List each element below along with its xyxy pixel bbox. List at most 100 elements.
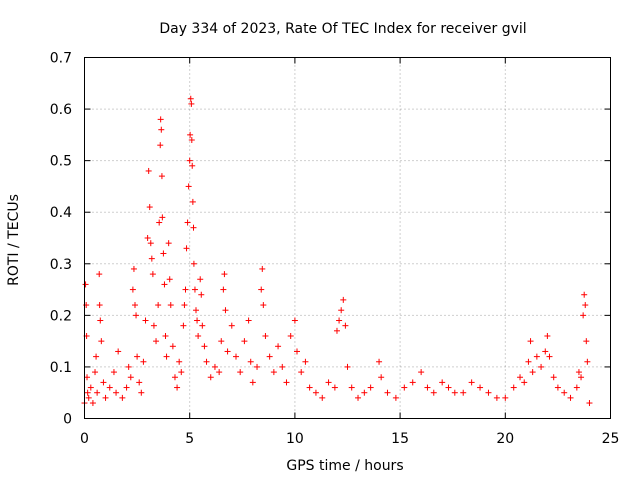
data-point: [342, 322, 349, 329]
data-point: [340, 296, 347, 303]
data-point: [171, 374, 178, 381]
data-point: [502, 394, 509, 401]
data-point: [338, 307, 345, 314]
y-tick-label: 0.3: [50, 257, 72, 273]
y-tick-labels: 0 0.1 0.2 0.3 0.4 0.5 0.6 0.7: [50, 51, 72, 428]
data-point: [460, 389, 467, 396]
data-point: [283, 379, 290, 386]
data-point: [162, 332, 169, 339]
data-point: [158, 126, 165, 133]
data-point: [167, 302, 174, 309]
y-tick-label: 0.1: [50, 360, 72, 376]
data-point: [302, 358, 309, 365]
data-point: [163, 353, 170, 360]
data-point: [331, 384, 338, 391]
data-point: [245, 317, 252, 324]
data-point: [298, 369, 305, 376]
data-point: [96, 302, 103, 309]
data-point: [98, 338, 105, 345]
data-point: [216, 369, 223, 376]
data-point: [138, 389, 145, 396]
data-point: [148, 255, 155, 262]
data-point: [191, 286, 198, 293]
data-point: [542, 348, 549, 355]
data-point: [575, 369, 582, 376]
data-point: [207, 374, 214, 381]
data-point: [129, 286, 136, 293]
data-point: [348, 384, 355, 391]
data-point: [544, 332, 551, 339]
data-point: [259, 265, 266, 272]
data-point: [188, 100, 195, 107]
data-point: [145, 167, 152, 174]
data-point: [159, 214, 166, 221]
data-point: [517, 374, 524, 381]
data-point: [287, 332, 294, 339]
y-tick-label: 0.7: [50, 51, 72, 67]
data-point: [181, 302, 188, 309]
data-point: [237, 369, 244, 376]
data-point: [199, 322, 206, 329]
data-point: [85, 394, 92, 401]
data-point: [409, 379, 416, 386]
data-point: [115, 348, 122, 355]
data-point: [228, 322, 235, 329]
data-point: [89, 400, 96, 407]
data-point: [578, 374, 585, 381]
data-point: [367, 384, 374, 391]
data-point: [189, 162, 196, 169]
data-point: [189, 198, 196, 205]
data-point: [521, 379, 528, 386]
data-point: [136, 379, 143, 386]
data-point: [477, 384, 484, 391]
data-point: [155, 302, 162, 309]
data-point: [130, 265, 137, 272]
data-point: [361, 389, 368, 396]
data-point: [165, 240, 172, 247]
data-point: [378, 374, 385, 381]
data-point: [184, 219, 191, 226]
y-tick-label: 0.4: [50, 205, 72, 221]
data-point: [583, 338, 590, 345]
data-point: [224, 348, 231, 355]
data-point: [211, 363, 218, 370]
data-point: [262, 332, 269, 339]
chart-title: Day 334 of 2023, Rate Of TEC Index for r…: [159, 21, 526, 37]
data-point: [203, 358, 210, 365]
y-tick-label: 0.2: [50, 308, 72, 324]
data-point: [249, 379, 256, 386]
data-point: [468, 379, 475, 386]
data-point: [275, 343, 282, 350]
data-point: [146, 204, 153, 211]
data-point: [186, 157, 193, 164]
data-point: [194, 317, 201, 324]
data-point: [525, 358, 532, 365]
data-point: [247, 358, 254, 365]
data-point: [183, 245, 190, 252]
data-point: [586, 400, 593, 407]
grid: [84, 57, 611, 419]
data-point: [201, 343, 208, 350]
data-point: [392, 394, 399, 401]
data-point: [418, 369, 425, 376]
data-point: [84, 389, 91, 396]
data-point: [87, 384, 94, 391]
data-point: [176, 358, 183, 365]
data-point: [156, 219, 163, 226]
data-point: [384, 389, 391, 396]
data-point: [100, 379, 107, 386]
data-point: [445, 384, 452, 391]
data-points: [81, 95, 593, 407]
data-point: [493, 394, 500, 401]
data-point: [312, 389, 319, 396]
data-point: [550, 374, 557, 381]
data-point: [195, 332, 202, 339]
data-point: [430, 389, 437, 396]
data-point: [254, 363, 261, 370]
data-point: [147, 240, 154, 247]
data-point: [529, 369, 536, 376]
data-point: [567, 394, 574, 401]
x-axis-label: GPS time / hours: [286, 458, 403, 474]
data-point: [266, 353, 273, 360]
data-point: [174, 384, 181, 391]
